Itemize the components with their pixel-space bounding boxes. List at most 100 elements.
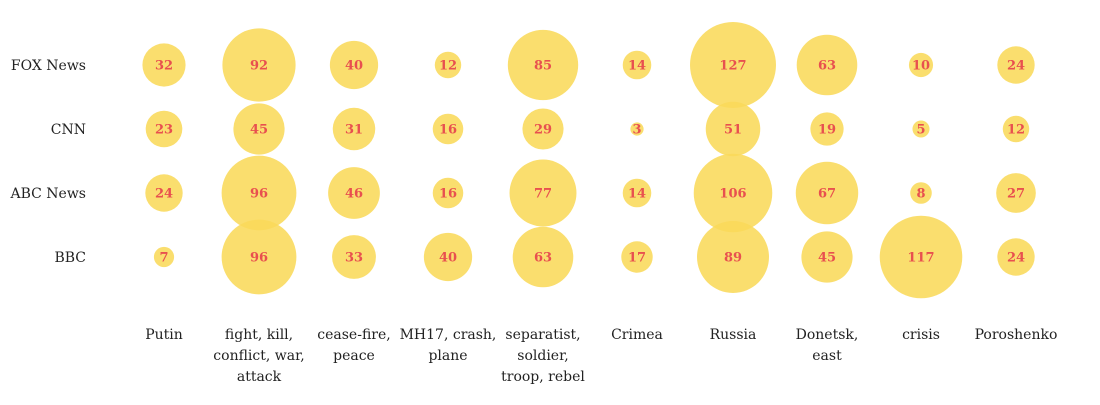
bubble-value-label: 96 <box>250 187 268 202</box>
column-label-line: crisis <box>902 327 940 343</box>
bubble-value-label: 14 <box>628 59 646 74</box>
row-label-abc-news: ABC News <box>9 186 86 202</box>
bubble <box>221 219 297 295</box>
bubble <box>801 231 853 283</box>
column-label-line: plane <box>428 348 467 364</box>
column-label-line: Putin <box>145 327 183 343</box>
bubble <box>690 22 776 108</box>
bubble-value-label: 24 <box>1007 251 1025 266</box>
row-labels: FOX News CNN ABC News BBC <box>9 58 86 266</box>
column-label-line: peace <box>333 348 375 364</box>
bubble-value-label: 106 <box>719 187 746 202</box>
bubble-value-label: 24 <box>155 187 173 202</box>
bubble <box>705 101 761 157</box>
bubble <box>512 226 574 288</box>
bubble <box>509 159 577 227</box>
bubble <box>423 232 473 282</box>
bubble-value-label: 12 <box>439 59 457 74</box>
bubble-value-label: 23 <box>155 123 173 138</box>
bubble <box>434 51 462 79</box>
row-label-fox-news: FOX News <box>11 58 86 74</box>
bubble-value-label: 67 <box>818 187 836 202</box>
bubble-value-label: 10 <box>912 59 930 74</box>
bubble <box>912 120 930 138</box>
bubble <box>328 167 380 219</box>
column-label-line: attack <box>237 369 282 385</box>
bubble-value-label: 7 <box>159 251 168 266</box>
bubble <box>432 113 464 145</box>
bubble <box>233 103 285 155</box>
bubble-value-label: 32 <box>155 59 173 74</box>
bubble-value-label: 51 <box>724 123 742 138</box>
column-label-line: soldier, <box>517 348 568 364</box>
bubble-value-label: 63 <box>818 59 836 74</box>
bubble <box>997 46 1035 84</box>
column-label-10: Poroshenko <box>975 327 1058 343</box>
bubble-value-label: 8 <box>916 187 925 202</box>
bubble-value-label: 77 <box>534 187 552 202</box>
bubble-value-label: 117 <box>907 251 934 266</box>
bubble <box>879 215 963 299</box>
bubbles-layer <box>142 22 1036 299</box>
bubble <box>630 122 644 136</box>
bubble-value-label: 27 <box>1007 187 1025 202</box>
bubble <box>622 178 652 208</box>
bubble <box>908 52 934 78</box>
bubble-value-label: 85 <box>534 59 552 74</box>
column-label-line: Crimea <box>611 327 663 343</box>
column-label-8: Donetsk, east <box>796 327 859 364</box>
bubble-value-label: 31 <box>345 123 363 138</box>
bubble-value-label: 33 <box>345 251 363 266</box>
bubble-value-label: 16 <box>439 187 457 202</box>
bubble-value-label: 45 <box>250 123 268 138</box>
bubble <box>222 28 296 102</box>
column-label-5: separatist, soldier, troop, rebel <box>501 327 585 385</box>
column-label-3: cease-fire, peace <box>317 327 390 364</box>
column-label-line: east <box>812 348 842 364</box>
bubble <box>1002 115 1030 143</box>
bubble <box>329 40 379 90</box>
bubble-value-label: 63 <box>534 251 552 266</box>
bubble-value-label: 96 <box>250 251 268 266</box>
bubble-value-label: 45 <box>818 251 836 266</box>
column-labels: Putin fight, kill, conflict, war, attack cea… <box>145 327 1057 385</box>
bubble <box>332 235 376 279</box>
bubble <box>997 238 1035 276</box>
bubble-value-label: 14 <box>628 187 646 202</box>
bubble-value-label: 40 <box>345 59 363 74</box>
column-label-line: Donetsk, <box>796 327 859 343</box>
bubble-value-label: 5 <box>916 123 925 138</box>
bubble-value-label: 24 <box>1007 59 1025 74</box>
column-label-line: conflict, war, <box>213 348 304 364</box>
bubble <box>796 34 858 96</box>
bubble-value-label: 17 <box>628 251 646 266</box>
column-label-9: crisis <box>902 327 940 343</box>
bubble <box>810 112 844 146</box>
bubble <box>795 161 859 225</box>
row-label-cnn: CNN <box>51 122 86 138</box>
bubble <box>145 174 183 212</box>
column-label-1: Putin <box>145 327 183 343</box>
bubble <box>145 110 183 148</box>
bubble <box>221 155 297 231</box>
bubble-value-label: 29 <box>534 123 552 138</box>
bubble-value-label: 3 <box>632 123 641 138</box>
bubble <box>507 29 579 101</box>
column-label-line: fight, kill, <box>225 327 293 343</box>
bubble <box>622 50 652 80</box>
row-label-bbc: BBC <box>54 250 86 266</box>
bubble <box>522 108 564 150</box>
bubble <box>693 153 773 233</box>
bubble-value-label: 92 <box>250 59 268 74</box>
bubble-value-label: 40 <box>439 251 457 266</box>
bubble-value-label: 19 <box>818 123 836 138</box>
column-label-7: Russia <box>710 327 757 343</box>
column-label-line: separatist, <box>505 327 580 343</box>
column-label-6: Crimea <box>611 327 663 343</box>
bubble-value-label: 12 <box>1007 123 1025 138</box>
column-label-4: MH17, crash, plane <box>400 327 497 364</box>
bubble-value-label: 89 <box>724 251 742 266</box>
bubble <box>621 241 653 273</box>
